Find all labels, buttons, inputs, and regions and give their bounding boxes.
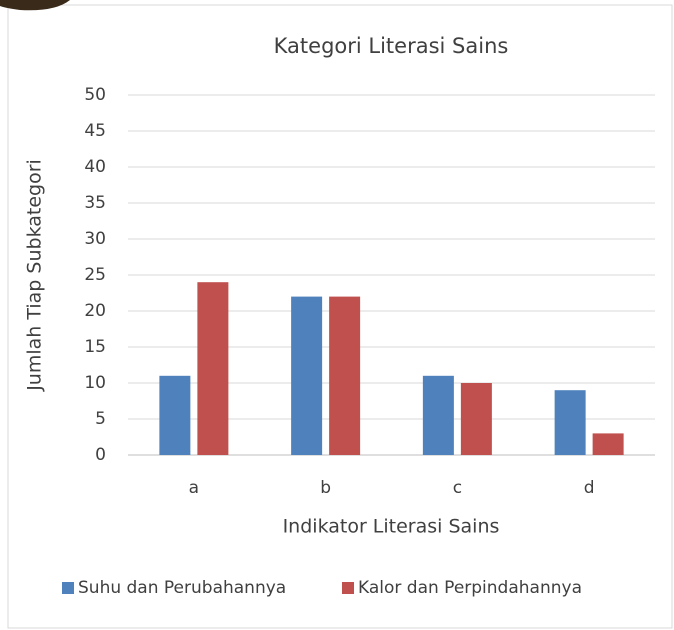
bar [422, 375, 454, 455]
x-tick-label: d [584, 478, 595, 498]
bar [460, 383, 492, 455]
legend-swatch [342, 582, 354, 594]
y-tick-label: 25 [84, 265, 106, 285]
x-axis-title: Indikator Literasi Sains [283, 516, 500, 538]
logo-fragment [0, 0, 70, 11]
x-tick-label: b [320, 478, 331, 498]
y-tick-label: 40 [84, 157, 106, 177]
bar [592, 433, 624, 455]
y-axis-title: Jumlah Tiap Subkategori [24, 159, 46, 392]
x-tick-label: c [453, 478, 462, 498]
y-tick-label: 45 [84, 121, 106, 141]
y-tick-label: 35 [84, 193, 106, 213]
bar [554, 390, 586, 455]
y-tick-label: 30 [84, 229, 106, 249]
legend-label: Suhu dan Perubahannya [78, 578, 286, 598]
y-tick-label: 20 [84, 301, 106, 321]
bar [291, 296, 323, 455]
y-tick-label: 5 [95, 409, 106, 429]
bar [159, 375, 191, 455]
legend-label: Kalor dan Perpindahannya [358, 578, 582, 598]
y-tick-label: 50 [84, 85, 106, 105]
chart-title: Kategori Literasi Sains [274, 34, 509, 58]
y-tick-label: 10 [84, 373, 106, 393]
bar [329, 296, 361, 455]
bar [197, 282, 229, 455]
y-tick-label: 15 [84, 337, 106, 357]
x-tick-label: a [189, 478, 199, 498]
legend-swatch [62, 582, 74, 594]
y-tick-label: 0 [95, 445, 106, 465]
